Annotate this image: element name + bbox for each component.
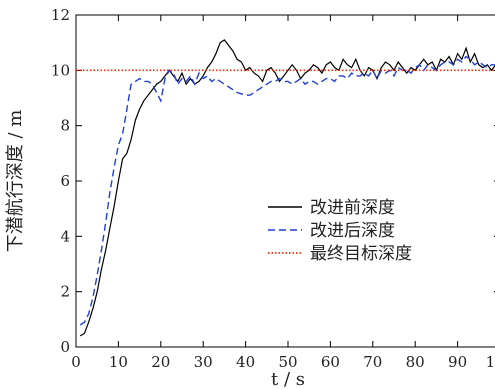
y-tick-label: 2 bbox=[60, 283, 70, 301]
axis-ticks: 0 10 20 30 40 50 60 70 80 90 100 0 2 4 6 8 10 12 bbox=[51, 6, 495, 371]
y-tick-label: 4 bbox=[60, 227, 70, 245]
y-tick-label: 0 bbox=[60, 338, 70, 356]
x-tick-label: 70 bbox=[363, 353, 382, 371]
y-axis-label: 下潜航行深度 / m bbox=[5, 110, 26, 253]
x-tick-label: 60 bbox=[321, 353, 340, 371]
y-tick-label: 12 bbox=[51, 6, 70, 24]
series-line-1 bbox=[79, 55, 495, 326]
x-axis-label: t / s bbox=[271, 369, 305, 389]
x-tick-label: 50 bbox=[278, 353, 297, 371]
y-tick-label: 8 bbox=[60, 117, 70, 135]
series-line-0 bbox=[79, 39, 495, 337]
x-tick-label: 90 bbox=[448, 353, 467, 371]
y-tick-label: 10 bbox=[51, 61, 70, 79]
x-tick-label: 100 bbox=[486, 353, 495, 371]
legend-label-2: 最终目标深度 bbox=[310, 244, 412, 264]
series-lines bbox=[76, 39, 495, 337]
legend-label-1: 改进后深度 bbox=[310, 221, 395, 241]
x-tick-label: 40 bbox=[236, 353, 255, 371]
legend-label-0: 改进前深度 bbox=[310, 198, 395, 218]
x-tick-label: 20 bbox=[151, 353, 170, 371]
x-tick-label: 0 bbox=[71, 353, 81, 371]
x-tick-label: 30 bbox=[194, 353, 213, 371]
x-tick-label: 80 bbox=[406, 353, 425, 371]
x-tick-label: 10 bbox=[109, 353, 128, 371]
plot-frame bbox=[75, 14, 495, 348]
y-tick-label: 6 bbox=[60, 172, 70, 190]
